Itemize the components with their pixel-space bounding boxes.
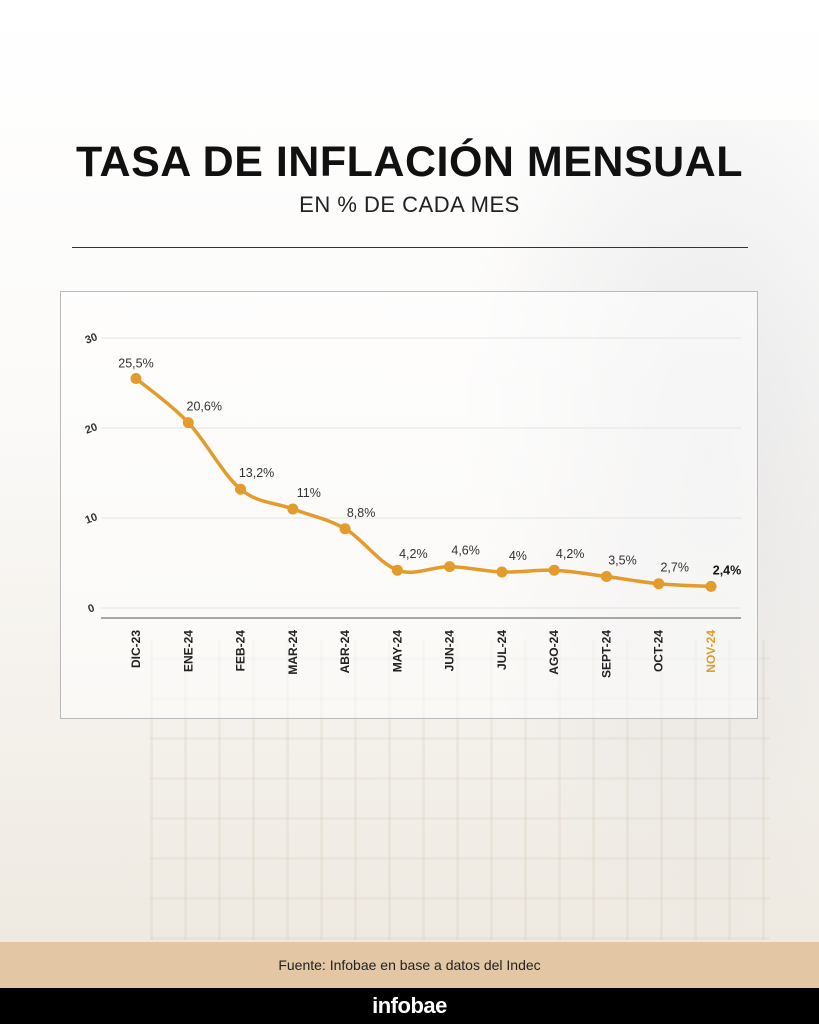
- data-point: [391, 564, 403, 576]
- source-band: Fuente: Infobae en base a datos del Inde…: [0, 942, 819, 988]
- data-point: [130, 373, 142, 384]
- data-label: 4,2%: [556, 547, 585, 561]
- data-label: 2,7%: [660, 561, 689, 575]
- title-divider: [72, 247, 748, 248]
- data-label: 4%: [509, 549, 527, 563]
- y-tick-label: 20: [84, 421, 100, 436]
- data-label: 4,6%: [451, 544, 480, 558]
- x-tick-label: OCT-24: [652, 630, 666, 672]
- data-label: 25,5%: [118, 357, 153, 371]
- data-label: 13,2%: [239, 466, 274, 480]
- data-point: [444, 561, 456, 573]
- data-point: [653, 578, 665, 590]
- x-tick-label: MAR-24: [286, 630, 300, 675]
- x-tick-label: ABR-24: [338, 630, 352, 674]
- x-tick-label: ENE-24: [181, 630, 195, 672]
- x-tick-label: SEPT-24: [599, 630, 613, 678]
- data-label: 4,2%: [399, 547, 428, 561]
- data-label: 11%: [297, 486, 321, 500]
- data-point: [705, 580, 717, 592]
- chart-panel: 0 10 20 30 25,5% 20,6% 13,2% 11% 8,8% 4,2% 4,6% 4% 4…: [60, 291, 758, 719]
- x-tick-label: JUL-24: [495, 630, 509, 670]
- x-tick-label: MAY-24: [390, 630, 404, 673]
- data-label: 8,8%: [347, 506, 376, 520]
- y-tick-label: 10: [84, 511, 100, 526]
- data-point: [182, 417, 194, 429]
- x-tick-label: FEB-24: [234, 630, 248, 672]
- y-tick-label: 30: [84, 331, 100, 346]
- data-point: [600, 571, 612, 582]
- source-note: Fuente: Infobae en base a datos del Inde…: [278, 957, 541, 973]
- brand-logo: infobae: [372, 993, 447, 1018]
- line-chart: 0 10 20 30 25,5% 20,6% 13,2% 11% 8,8% 4,2% 4,6% 4% 4…: [84, 331, 742, 678]
- data-point: [235, 483, 247, 495]
- data-point: [287, 503, 299, 515]
- y-tick-label: 0: [86, 602, 96, 615]
- data-point: [339, 523, 351, 535]
- x-tick-label: JUN-24: [443, 630, 457, 672]
- data-point: [496, 566, 508, 578]
- data-point: [548, 564, 560, 576]
- data-label: 20,6%: [187, 400, 222, 414]
- chart-title: TASA DE INFLACIÓN MENSUAL: [75, 138, 744, 186]
- brand-bar: infobae: [0, 988, 819, 1024]
- x-tick-label: DIC-23: [129, 630, 143, 668]
- x-tick-label: NOV-24: [704, 630, 718, 673]
- x-tick-label: AGO-24: [547, 630, 561, 675]
- data-label: 2,4%: [713, 563, 742, 577]
- data-label: 3,5%: [608, 554, 637, 568]
- chart-subtitle: EN % DE CADA MES: [299, 192, 520, 217]
